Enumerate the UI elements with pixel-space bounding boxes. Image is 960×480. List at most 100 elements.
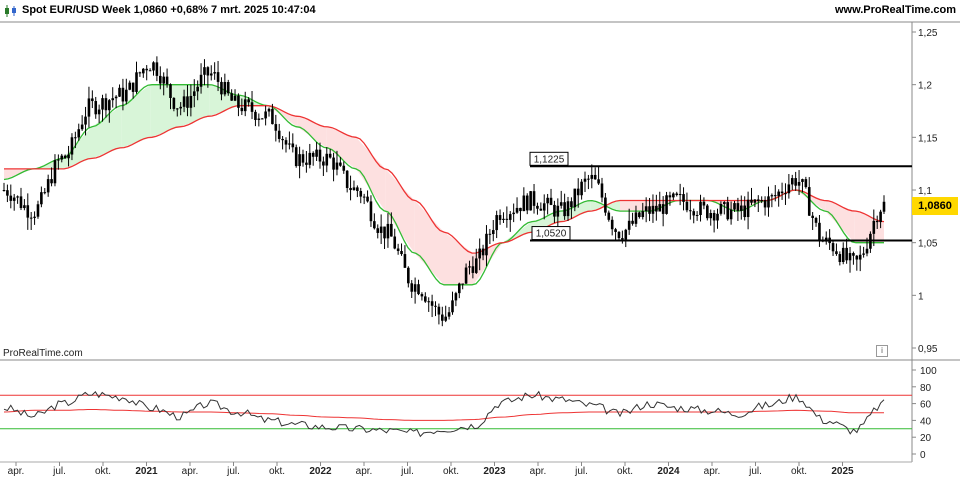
candle <box>162 72 165 96</box>
candle <box>583 171 587 193</box>
candle <box>695 211 699 221</box>
ma-fill-segment <box>502 221 532 243</box>
ma-fill-segment <box>92 105 122 159</box>
candle <box>532 183 536 214</box>
ma-fills <box>4 84 884 285</box>
candle <box>488 228 492 245</box>
candle <box>111 87 115 108</box>
candle <box>570 197 573 219</box>
candle <box>424 292 427 303</box>
y-tick-label: 1,05 <box>918 239 938 250</box>
candle <box>410 280 414 298</box>
x-tick-label: okt. <box>95 466 111 477</box>
chart-title: Spot EUR/USD Week 1,0860 +0,68% 7 mrt. 2… <box>22 4 316 16</box>
site-link[interactable]: www.ProRealTime.com <box>834 4 956 16</box>
candle <box>824 231 828 245</box>
candle <box>621 230 624 244</box>
candle <box>468 260 471 275</box>
candle <box>135 61 138 94</box>
x-tick-label: okt. <box>443 466 459 477</box>
candle <box>383 226 386 249</box>
candle <box>145 65 149 81</box>
candle <box>498 209 502 225</box>
x-tick-label: jul. <box>748 466 762 477</box>
candle <box>559 190 563 209</box>
candle <box>546 193 549 215</box>
candle <box>125 78 128 105</box>
candle <box>213 62 216 80</box>
candle <box>57 154 60 170</box>
y-tick-label: 1 <box>918 291 924 302</box>
candle <box>104 93 108 118</box>
candle <box>811 212 814 231</box>
x-tick-label: okt. <box>617 466 633 477</box>
candle <box>665 191 668 215</box>
candle <box>390 212 393 237</box>
level-label-box <box>531 226 571 241</box>
candle <box>457 282 461 299</box>
red-moving-average-line <box>4 105 885 254</box>
candle <box>831 239 835 256</box>
candle <box>882 195 886 215</box>
candle <box>787 174 791 199</box>
price-y-axis: 1,25 1,2 1,15 1,1 1,05 1 0,95 <box>912 28 938 355</box>
candle <box>658 191 662 212</box>
candle <box>852 251 855 265</box>
candle <box>155 56 159 82</box>
candle <box>209 65 213 81</box>
candle <box>549 188 553 206</box>
candle <box>644 197 648 223</box>
candle <box>274 114 278 142</box>
ma-fill-segment <box>708 200 738 212</box>
candle <box>699 194 702 222</box>
candle <box>434 301 437 317</box>
ma-fill-segment <box>414 200 444 285</box>
candle <box>739 195 743 220</box>
candle <box>437 303 441 325</box>
candle <box>661 196 665 227</box>
candle <box>91 90 94 109</box>
chart-header: Spot EUR/USD Week 1,0860 +0,68% 7 mrt. 2… <box>0 0 960 22</box>
candle <box>430 294 434 318</box>
candle <box>447 306 451 320</box>
candle <box>396 243 400 255</box>
candle <box>203 59 206 86</box>
candle <box>60 153 64 163</box>
candle <box>43 187 47 195</box>
candle <box>322 156 325 176</box>
candle <box>607 210 611 222</box>
candle <box>723 201 726 215</box>
candle <box>376 224 380 239</box>
candle <box>855 254 859 271</box>
candle <box>614 227 617 241</box>
candle <box>298 146 301 179</box>
candle <box>712 210 716 233</box>
candle <box>158 66 162 90</box>
candle <box>709 209 713 226</box>
candle <box>719 201 723 216</box>
x-tick-label: jul. <box>226 466 240 477</box>
ma-fill-segment <box>121 84 151 148</box>
candle <box>196 80 199 101</box>
candle <box>746 191 750 230</box>
candle <box>70 133 74 161</box>
candle <box>763 196 767 216</box>
info-icon[interactable]: i <box>876 345 888 357</box>
candle <box>689 199 692 220</box>
candle <box>50 167 53 187</box>
candle <box>441 306 444 327</box>
candle <box>142 67 145 78</box>
candle <box>172 97 176 112</box>
ma-fill-segment <box>854 211 884 243</box>
candle <box>736 197 740 222</box>
candle <box>318 142 322 169</box>
candle <box>862 246 865 258</box>
candle <box>743 196 746 221</box>
candle <box>237 93 240 117</box>
candle <box>131 82 135 99</box>
candle <box>33 211 36 225</box>
candle <box>726 196 730 221</box>
candle <box>152 61 155 76</box>
level-label-box <box>529 151 569 166</box>
candle <box>315 141 318 161</box>
